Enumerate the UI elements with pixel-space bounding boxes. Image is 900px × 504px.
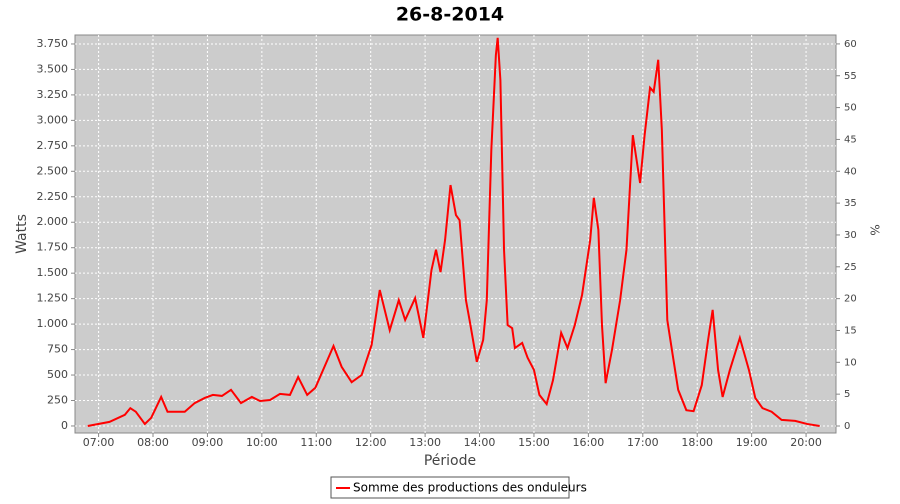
series-line: [87, 37, 820, 427]
y2-tick-label: 35: [844, 198, 857, 209]
y-tick-label: 3.500: [37, 62, 69, 75]
y-tick-label: 2.750: [37, 139, 69, 152]
x-tick-label: 12:00: [355, 436, 387, 449]
y-tick-label: 3.250: [37, 88, 69, 101]
chart-title: 26-8-2014: [396, 4, 504, 26]
x-tick-label: 17:00: [627, 436, 659, 449]
y2-tick-label: 25: [844, 262, 857, 273]
y2-tick-label: 20: [844, 294, 857, 305]
y2-tick-label: 55: [844, 71, 857, 82]
y-tick-label: 2.000: [37, 215, 69, 228]
y2-tick-label: 5: [844, 389, 850, 400]
y-tick-label: 1.500: [37, 266, 69, 279]
y-tick-label: 750: [47, 343, 68, 356]
y2-tick-label: 40: [844, 166, 857, 177]
x-tick-label: 19:00: [736, 436, 768, 449]
y2-axis-label: %: [868, 224, 882, 235]
x-axis-label: Période: [424, 453, 476, 469]
y2-tick-label: 60: [844, 39, 857, 50]
y-tick-label: 3.000: [37, 113, 69, 126]
x-tick-label: 09:00: [192, 436, 224, 449]
legend: [330, 476, 570, 499]
x-tick-label: 11:00: [300, 436, 332, 449]
x-tick-label: 20:00: [790, 436, 822, 449]
x-tick-label: 08:00: [137, 436, 169, 449]
x-tick-label: 15:00: [518, 436, 550, 449]
y-tick-label: 250: [47, 394, 68, 407]
x-tick-label: 18:00: [681, 436, 713, 449]
plot-area: [74, 34, 837, 434]
legend-label: Somme des productions des onduleurs: [353, 481, 587, 495]
y-tick-label: 2.500: [37, 164, 69, 177]
x-tick-label: 10:00: [246, 436, 278, 449]
y2-tick-label: 30: [844, 230, 857, 241]
y2-tick-label: 15: [844, 325, 857, 336]
y-tick-label: 1.250: [37, 292, 69, 305]
x-tick-label: 16:00: [573, 436, 605, 449]
y2-tick-label: 0: [844, 421, 850, 432]
x-tick-label: 07:00: [83, 436, 115, 449]
y2-tick-label: 45: [844, 134, 857, 145]
y-tick-label: 2.250: [37, 190, 69, 203]
y-tick-label: 3.750: [37, 37, 69, 50]
x-tick-label: 14:00: [464, 436, 496, 449]
y-tick-label: 0: [61, 419, 68, 432]
y-tick-label: 1.750: [37, 241, 69, 254]
y-axis-label: Watts: [14, 214, 30, 254]
y2-tick-label: 10: [844, 357, 857, 368]
x-tick-label: 13:00: [409, 436, 441, 449]
y2-tick-label: 50: [844, 103, 857, 114]
y-tick-label: 1.000: [37, 317, 69, 330]
y-tick-label: 500: [47, 368, 68, 381]
